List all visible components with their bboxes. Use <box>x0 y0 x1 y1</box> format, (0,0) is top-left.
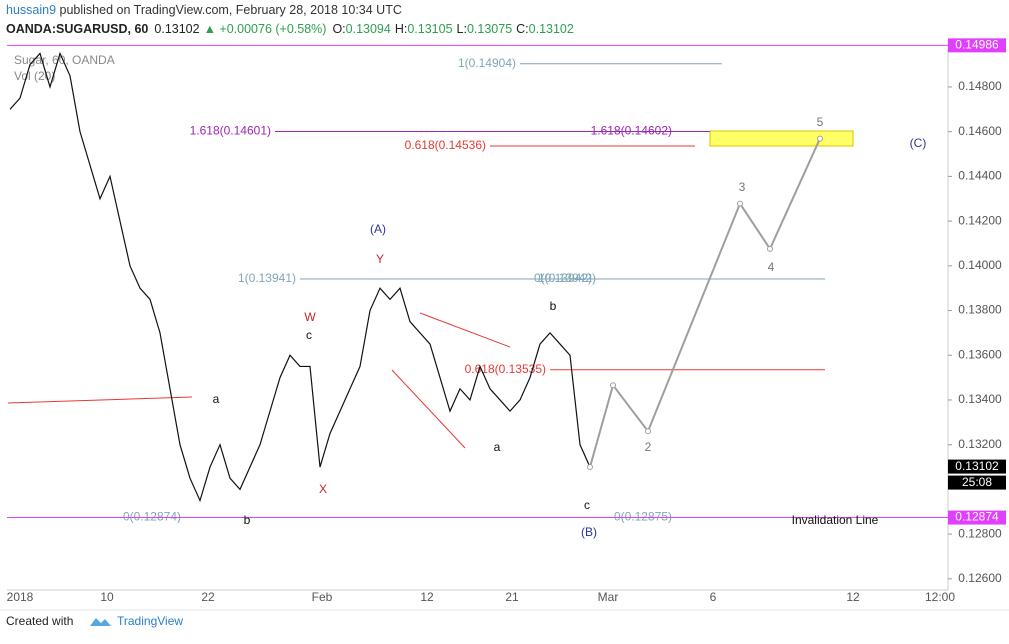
x-tick-label: 6 <box>710 590 717 604</box>
y-tick-label: 0.13600 <box>958 347 1002 361</box>
trend-line <box>391 369 466 449</box>
legend-title: Sugar, 60, OANDA <box>14 53 115 67</box>
fib-label: 0.618(0.14536) <box>405 138 486 152</box>
wave-label: a <box>213 392 220 406</box>
target-zone <box>709 130 854 147</box>
close: 0.13102 <box>529 22 574 36</box>
price-badge <box>948 38 1006 53</box>
fib-note: 1.618(0.14602) <box>591 123 672 137</box>
y-tick-label: 0.14800 <box>958 79 1002 93</box>
y-tick-label: 0.14600 <box>958 124 1002 138</box>
price-badge-label: 0.12874 <box>955 510 999 524</box>
trend-line <box>7 396 193 404</box>
x-tick-label: 21 <box>505 590 519 604</box>
wave-label: (B) <box>581 525 597 539</box>
x-tick-label: 12:00 <box>925 590 955 604</box>
x-tick-label: 22 <box>201 590 215 604</box>
wave-label: 5 <box>817 115 824 129</box>
user: hussain9 <box>6 3 56 17</box>
wave-label: 4 <box>768 260 775 274</box>
wave-label: (A) <box>370 222 386 236</box>
price-badge-label: 0.14986 <box>955 38 999 52</box>
wave-label: W <box>304 310 316 324</box>
countdown-badge <box>948 475 1006 490</box>
wave-label: b <box>550 299 557 313</box>
x-tick-label: Mar <box>598 590 619 604</box>
price-badge-label: 0.13102 <box>955 459 999 473</box>
symbol: OANDA:SUGARUSD, 60 <box>6 22 148 36</box>
wave-label: X <box>319 482 327 496</box>
y-tick-label: 0.14400 <box>958 169 1002 183</box>
close-label: C: <box>516 22 529 36</box>
x-tick-label: 12 <box>420 590 434 604</box>
projection-point <box>610 382 616 389</box>
wave-label: c <box>584 498 590 512</box>
quote-line: OANDA:SUGARUSD, 60 0.13102 ▲ +0.00076 (+0.… <box>6 22 574 36</box>
fib-label: 0(0.12874) <box>123 510 181 524</box>
fib-note: 0(0.13942) <box>534 271 592 285</box>
price-line <box>9 51 591 503</box>
open: 0.13094 <box>346 22 391 36</box>
wave-label: (C) <box>910 136 927 150</box>
countdown: 25:08 <box>962 475 992 489</box>
y-tick-label: 0.13400 <box>958 392 1002 406</box>
low-label: L: <box>457 22 467 36</box>
footer-created: Created with <box>6 614 73 628</box>
projection-line <box>589 138 821 468</box>
legend-volume: Vol (20) <box>14 69 55 83</box>
logo <box>90 618 111 626</box>
projection-point <box>817 135 823 142</box>
wave-label: a <box>494 440 501 454</box>
wave-label: 2 <box>645 440 652 454</box>
trend-line <box>419 312 511 348</box>
x-tick-label: 10 <box>100 590 114 604</box>
fib-label: 1.618(0.14601) <box>190 124 271 138</box>
wave-label: Invalidation Line <box>792 513 879 527</box>
high-label: H: <box>395 22 408 36</box>
price: 0.13102 <box>154 22 199 36</box>
y-tick-label: 0.14200 <box>958 213 1002 227</box>
projection-point <box>767 245 773 252</box>
footer-brand[interactable]: TradingView <box>117 614 183 628</box>
wave-label: Y <box>376 252 384 266</box>
fib-note: 1(0.13942) <box>538 271 596 285</box>
price-badge <box>948 510 1006 525</box>
change: ▲ +0.00076 (+0.58%) <box>204 22 327 36</box>
published: published on TradingView.com, February 2… <box>56 3 402 17</box>
fib-label: 0.618(0.13535) <box>465 362 546 376</box>
projection-point <box>737 200 743 207</box>
y-tick-label: 0.13200 <box>958 437 1002 451</box>
open-label: O: <box>332 22 345 36</box>
projection-point <box>587 464 593 471</box>
fib-note: 0(0.12875) <box>614 510 672 524</box>
wave-label: 3 <box>739 180 746 194</box>
high: 0.13105 <box>407 22 452 36</box>
header-line: hussain9 published on TradingView.com, F… <box>6 3 402 17</box>
x-tick-label: 2018 <box>7 590 34 604</box>
y-tick-label: 0.12800 <box>958 526 1002 540</box>
fib-label: 1(0.13941) <box>238 271 296 285</box>
wave-label: c <box>306 328 312 342</box>
x-tick-label: Feb <box>312 590 333 604</box>
low: 0.13075 <box>467 22 512 36</box>
y-tick-label: 0.14000 <box>958 258 1002 272</box>
wave-label: b <box>244 513 251 527</box>
price-badge <box>948 459 1006 474</box>
fib-label: 1(0.14904) <box>458 56 516 70</box>
x-tick-label: 12 <box>846 590 860 604</box>
y-tick-label: 0.12600 <box>958 571 1002 585</box>
y-tick-label: 0.13800 <box>958 303 1002 317</box>
projection-point <box>645 428 651 435</box>
